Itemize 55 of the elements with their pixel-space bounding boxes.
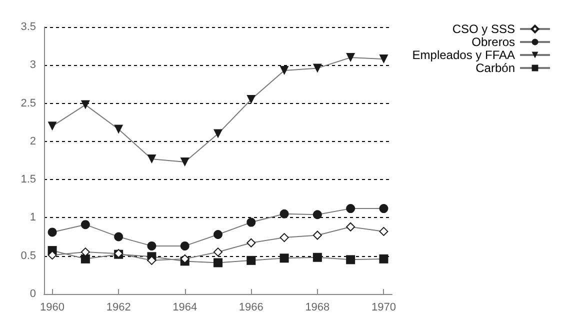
y-tick-label: 3 — [30, 59, 36, 72]
point — [280, 209, 289, 218]
point — [379, 54, 388, 64]
y-tick-label: 0.5 — [20, 250, 36, 262]
y-tick-label: 0 — [30, 288, 36, 300]
x-tick-label: 1962 — [106, 302, 131, 314]
y-tick-label: 3.5 — [20, 21, 36, 33]
point — [180, 158, 190, 167]
point — [346, 204, 356, 214]
point — [48, 250, 57, 260]
y-tick-label: 1 — [30, 212, 36, 224]
point — [312, 210, 322, 220]
y-tick-label: 1.5 — [20, 174, 36, 186]
x-tick-label: 1964 — [172, 302, 198, 314]
point — [312, 252, 322, 262]
legend-label: Carbón — [476, 61, 515, 75]
point — [379, 204, 388, 214]
point — [312, 64, 322, 73]
point — [80, 220, 90, 230]
point — [114, 232, 124, 242]
point — [147, 154, 156, 164]
point — [346, 222, 356, 232]
point — [246, 256, 256, 265]
y-tick-label: 2 — [30, 135, 36, 148]
legend-label: CSO y SSS — [452, 22, 515, 36]
y-tick-label: 2.5 — [20, 97, 36, 110]
x-tick-label: 1968 — [305, 302, 330, 314]
point — [280, 233, 289, 242]
point — [346, 53, 356, 62]
point — [48, 122, 57, 131]
point — [379, 254, 388, 264]
point — [280, 66, 289, 75]
point — [80, 254, 90, 264]
legend-label: Empleados y FFAA — [412, 48, 515, 62]
point — [180, 254, 190, 264]
legend-label: Obreros — [472, 35, 515, 49]
point — [312, 230, 322, 240]
point — [114, 124, 124, 134]
point — [214, 258, 222, 268]
point — [379, 226, 388, 236]
x-tick-label: 1970 — [371, 302, 396, 314]
point — [246, 94, 256, 104]
point — [214, 129, 222, 138]
point — [48, 228, 57, 237]
point — [80, 100, 90, 110]
point — [214, 248, 222, 257]
point — [214, 230, 222, 239]
x-tick-label: 1960 — [40, 302, 65, 314]
point — [246, 238, 256, 248]
point — [147, 241, 156, 250]
point — [246, 218, 256, 227]
point — [280, 254, 289, 263]
point — [180, 241, 190, 250]
x-tick-label: 1966 — [238, 302, 264, 314]
point — [346, 255, 356, 264]
